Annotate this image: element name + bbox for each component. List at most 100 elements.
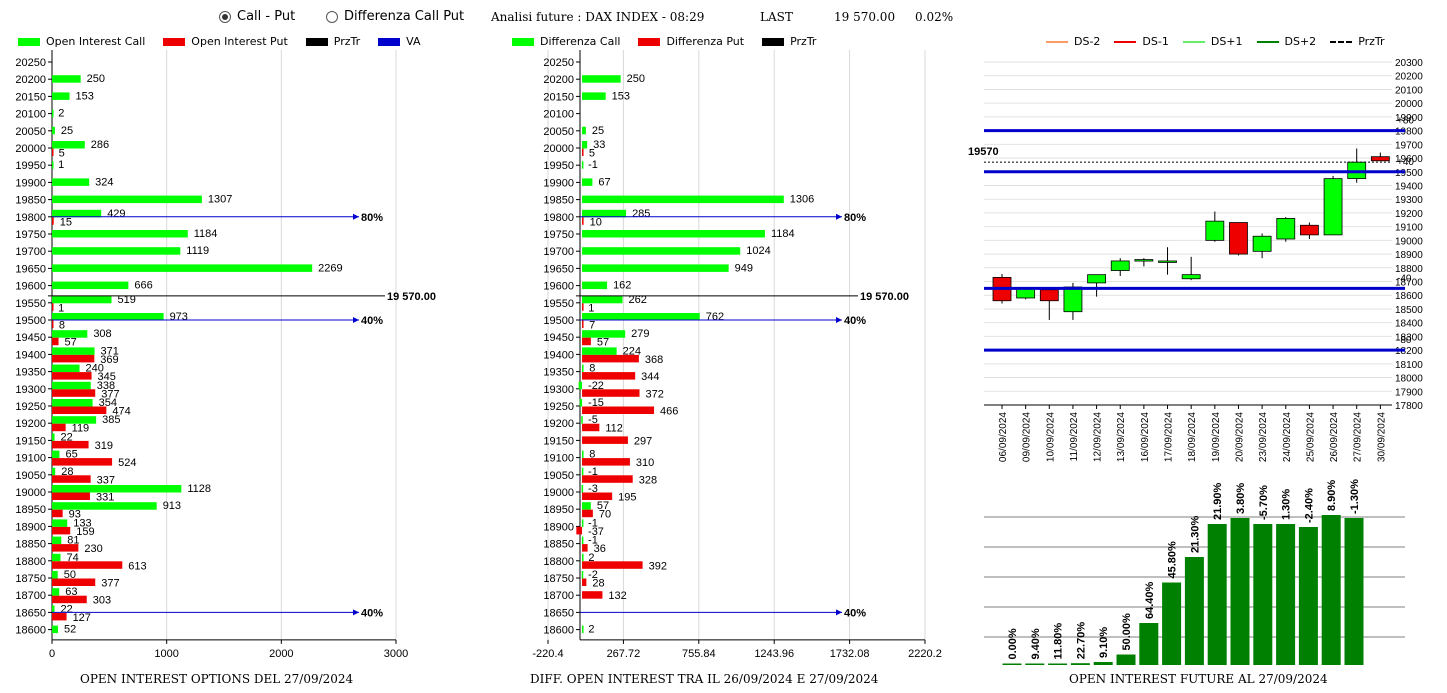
strike-label: 18900 (15, 521, 46, 533)
price-tick-label: 18800 (1395, 264, 1423, 275)
candle-body (1347, 161, 1367, 180)
future-oi-bar (1002, 663, 1022, 665)
future-oi-bar (1093, 662, 1113, 665)
date-label: 24/09/2024 (1282, 412, 1293, 462)
candle-body (1323, 178, 1343, 236)
call-bar (582, 75, 621, 83)
put-data-label: 377 (101, 578, 119, 590)
radio-call-put[interactable]: Call - Put (219, 9, 295, 24)
date-label: 20/09/2024 (1234, 412, 1245, 462)
strike-label: 20200 (543, 74, 574, 86)
strike-label: 19850 (15, 195, 46, 207)
call-bar (582, 313, 700, 321)
call-data-label: 519 (118, 294, 136, 306)
legend-line-icon (1046, 40, 1068, 43)
strike-label: 18750 (543, 573, 574, 585)
put-bar (52, 389, 96, 397)
call-data-label: -15 (588, 397, 604, 409)
date-label: 12/09/2024 (1093, 412, 1104, 462)
call-data-label: 1307 (208, 194, 232, 206)
call-data-label: 33 (593, 139, 605, 151)
legend-swatch-icon (378, 37, 401, 46)
x-tick-label: 0 (49, 648, 55, 660)
radio-diff[interactable]: Differenza Call Put (326, 9, 464, 24)
va-label: 40% (361, 607, 383, 619)
legend-line-icon (1330, 40, 1353, 43)
put-bar (582, 544, 588, 552)
put-bar (582, 475, 633, 483)
strike-label: 19400 (15, 349, 46, 361)
call-bar (52, 381, 91, 390)
put-bar (52, 423, 66, 432)
put-bar (52, 217, 54, 225)
candle-body (1181, 274, 1201, 280)
strike-label: 19550 (15, 298, 46, 310)
legend-label: DS-1 (1142, 35, 1169, 48)
legend-item: PrzTr (1330, 35, 1385, 48)
future-oi-label: -5.70% (1258, 485, 1270, 520)
strike-label: 20050 (543, 126, 574, 138)
legend-label: Open Interest Put (191, 35, 288, 48)
strike-label: 19100 (15, 453, 46, 465)
x-tick-label: 1732.08 (830, 648, 870, 660)
legend-item: DS+2 (1256, 35, 1316, 48)
strike-label: 19050 (15, 470, 46, 482)
legend-left: Open Interest Call Open Interest Put Prz… (18, 35, 439, 48)
put-data-label: 369 (100, 354, 118, 366)
call-bar (581, 485, 584, 493)
put-bar (582, 372, 636, 380)
future-title: Analisi future : DAX INDEX - 08:29 (491, 10, 705, 24)
price-tick-label: 19400 (1395, 181, 1423, 192)
put-bar (582, 320, 584, 328)
put-data-label: 466 (660, 406, 678, 418)
call-data-label: 973 (170, 311, 188, 323)
future-oi-bar (1116, 654, 1136, 665)
strike-label: 19600 (543, 281, 574, 293)
call-data-label: -1 (588, 517, 598, 529)
change-percent: 0.02% (915, 10, 954, 24)
put-data-label: 297 (634, 435, 652, 447)
price-tick-label: 18000 (1395, 374, 1423, 385)
price-tick-label: 18400 (1395, 319, 1423, 330)
call-bar (581, 571, 584, 579)
strike-label: 19750 (543, 229, 574, 241)
candle-body (1205, 220, 1225, 241)
date-label: 25/09/2024 (1305, 412, 1316, 462)
future-oi-label: 1.30% (1281, 489, 1293, 520)
call-bar (582, 92, 606, 100)
put-data-label: 57 (597, 337, 609, 349)
strike-label: 19850 (543, 195, 574, 207)
strike-label: 19950 (15, 160, 46, 172)
put-data-label: 112 (605, 423, 623, 435)
put-bar (52, 458, 113, 466)
strike-label: 19500 (543, 315, 574, 327)
x-tick-label: 267.72 (607, 648, 641, 660)
price-tick-label: 18200 (1395, 346, 1423, 357)
put-bar (52, 440, 89, 449)
strike-label: 18650 (543, 607, 574, 619)
call-data-label: 1128 (187, 483, 211, 495)
put-bar (52, 148, 54, 156)
strike-label: 18700 (543, 590, 574, 602)
put-bar (52, 320, 54, 328)
put-bar (52, 578, 96, 586)
put-bar (52, 544, 79, 552)
call-data-label: 2 (588, 624, 594, 636)
call-bar (581, 536, 584, 545)
call-data-label: 52 (64, 624, 76, 636)
future-oi-label: 8.90% (1326, 480, 1338, 511)
put-data-label: 1 (588, 302, 594, 314)
legend-swatch-icon (163, 37, 186, 46)
put-bar (582, 591, 603, 599)
put-bar (52, 595, 87, 604)
va-arrow-icon (353, 609, 359, 616)
legend-swatch-icon (18, 37, 40, 46)
legend-line-icon (1182, 40, 1205, 43)
put-data-label: 344 (641, 371, 659, 383)
legend-right: DS-2 DS-1 DS+1 DS+2 PrzTr (1046, 35, 1385, 48)
strike-label: 20150 (543, 91, 574, 103)
footer-left: OPEN INTEREST OPTIONS DEL 27/09/2024 (80, 672, 354, 686)
price-tick-label: 18500 (1395, 305, 1423, 316)
call-data-label: 429 (107, 208, 125, 220)
